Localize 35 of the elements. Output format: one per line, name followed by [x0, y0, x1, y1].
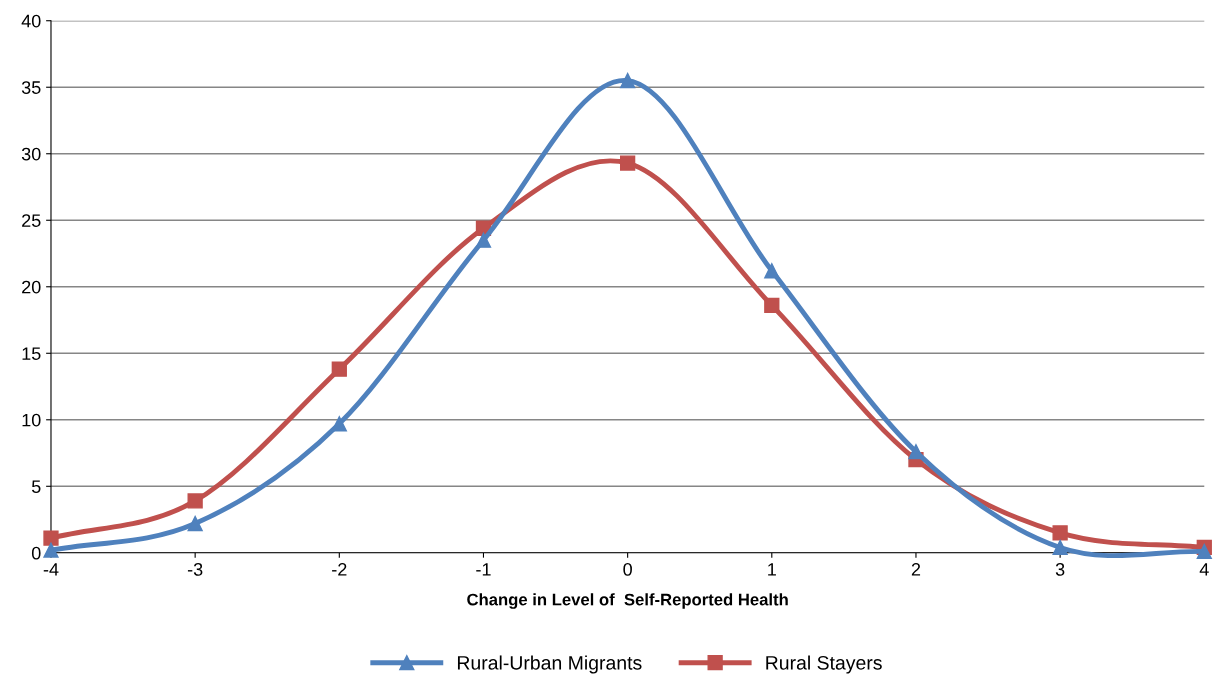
x-tick-label: -3: [187, 563, 203, 576]
legend-label: Rural-Urban Migrants: [457, 655, 642, 674]
point: [43, 542, 59, 558]
point: [475, 232, 492, 248]
legend-label: Rural Stayers: [766, 655, 882, 674]
y-tick-label: 5: [31, 480, 41, 494]
x-tick-label: 3: [1055, 563, 1065, 576]
point: [43, 530, 59, 546]
point: [1196, 543, 1212, 560]
point: [331, 361, 347, 377]
y-tick-label: 25: [22, 214, 41, 227]
x-tick-label: 2: [911, 563, 921, 576]
x-tick-label: 0: [623, 563, 632, 576]
y-tick-label: 30: [21, 147, 41, 161]
point: [1052, 539, 1068, 556]
x-tick-label: -4: [43, 563, 59, 576]
x-tick-label: 1: [768, 563, 776, 576]
y-tick-label: 20: [22, 280, 41, 294]
point: [619, 72, 636, 89]
point: [764, 297, 780, 314]
y-tick-label: 0: [31, 546, 41, 560]
x-tick-label: 4: [1199, 563, 1209, 576]
x-axis-title: Change in Level of Self-Reported Health: [467, 593, 788, 609]
y-tick-label: 15: [22, 347, 41, 360]
point: [908, 444, 924, 460]
y-tick-label: 10: [22, 413, 41, 427]
x-tick-label: -1: [476, 563, 491, 576]
point: [1052, 525, 1068, 541]
point: [764, 263, 780, 279]
x-tick-label: -2: [332, 563, 347, 576]
point: [187, 515, 203, 532]
y-tick-label: 35: [21, 81, 41, 94]
y-tick-label: 40: [21, 14, 41, 28]
point: [187, 493, 203, 509]
point: [619, 155, 636, 171]
